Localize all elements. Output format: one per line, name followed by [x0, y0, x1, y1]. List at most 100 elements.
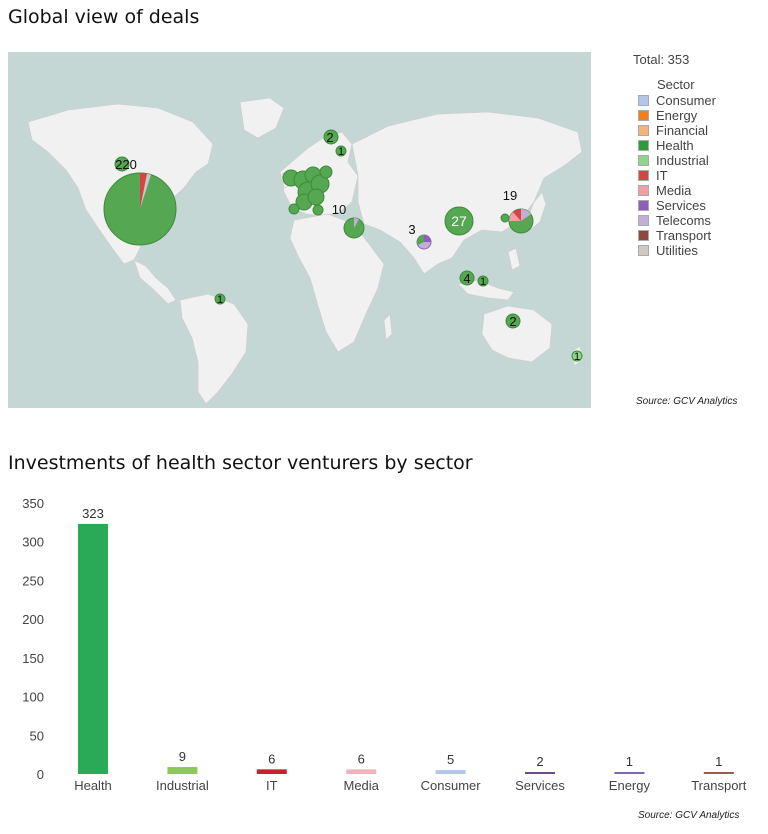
legend-label: IT: [656, 168, 668, 183]
legend-swatch: [638, 170, 649, 181]
bubble-europe-cluster[interactable]: [282, 165, 333, 216]
map-title: Global view of deals: [8, 6, 200, 28]
bar-transport[interactable]: [703, 772, 734, 774]
bar-consumer[interactable]: [435, 770, 466, 774]
bubble-label-brazil: 1: [217, 294, 223, 306]
legend-item-utilities[interactable]: Utilities: [638, 243, 716, 258]
legend-item-energy[interactable]: Energy: [638, 108, 716, 123]
x-category-label: Consumer: [421, 778, 482, 793]
sector-legend: Sector Consumer Energy Financial Health Indu…: [638, 78, 716, 258]
bubble-middle-east[interactable]: 10: [332, 202, 365, 239]
legend-items: Consumer Energy Financial Health Industrial I…: [638, 93, 716, 258]
world-map-svg: 220 2 1: [27, 97, 583, 405]
total-label: Total: 353: [633, 52, 690, 67]
x-category-label: IT: [266, 778, 278, 793]
legend-swatch: [638, 125, 649, 136]
bubble-indonesia[interactable]: 1: [477, 275, 489, 288]
legend-label: Health: [656, 138, 694, 153]
bubble-india[interactable]: 3: [408, 222, 432, 250]
bubble-label-middle-east: 10: [332, 202, 346, 217]
y-tick-label: 200: [22, 612, 44, 627]
legend-item-it[interactable]: IT: [638, 168, 716, 183]
y-tick-label: 350: [22, 496, 44, 511]
legend-swatch: [638, 245, 649, 256]
x-category-label: Media: [343, 778, 379, 793]
bubble-new-zealand[interactable]: 1: [571, 350, 583, 363]
bubble-japan[interactable]: 19: [500, 188, 534, 234]
bubble-china[interactable]: 27: [444, 206, 474, 236]
bar-industrial[interactable]: [167, 767, 198, 774]
legend-swatch: [638, 215, 649, 226]
bubble-label-indonesia: 1: [480, 276, 486, 288]
bubble-scandinavia[interactable]: 2: [323, 129, 339, 145]
bar-chart: 0 50 100 150 200 250 300 350 323 9 6 6 5 2 1 1 Health I…: [22, 496, 747, 793]
legend-swatch: [638, 110, 649, 121]
legend-item-media[interactable]: Media: [638, 183, 716, 198]
bar-value-label: 6: [268, 751, 275, 766]
world-map[interactable]: 220 2 1: [8, 52, 591, 408]
x-category-label: Transport: [691, 778, 747, 793]
legend-item-health[interactable]: Health: [638, 138, 716, 153]
legend-label: Consumer: [656, 93, 716, 108]
legend-item-telecoms[interactable]: Telecoms: [638, 213, 716, 228]
bar-services[interactable]: [525, 772, 555, 774]
legend-swatch: [638, 230, 649, 241]
bubble-southeast-asia[interactable]: 4: [459, 270, 475, 286]
bubble-label-north-america: 220: [115, 157, 137, 172]
x-axis-labels: Health Industrial IT Media Consumer Services E…: [74, 778, 747, 793]
legend-swatch: [638, 200, 649, 211]
bubble-label-india: 3: [408, 222, 415, 237]
legend-swatch: [638, 185, 649, 196]
legend-label: Financial: [656, 123, 709, 138]
legend-item-consumer[interactable]: Consumer: [638, 93, 716, 108]
legend-label: Media: [656, 183, 692, 198]
legend-label: Services: [656, 198, 706, 213]
y-tick-label: 300: [22, 535, 44, 550]
bar-health[interactable]: [78, 523, 108, 774]
bar-value-label: 6: [358, 751, 365, 766]
y-tick-label: 250: [22, 573, 44, 588]
legend-title: Sector: [657, 77, 695, 92]
x-category-label: Services: [515, 778, 565, 793]
legend-item-industrial[interactable]: Industrial: [638, 153, 716, 168]
bubble-label-new-zealand: 1: [574, 351, 580, 363]
bars: 323 9 6 6 5 2 1 1: [78, 506, 734, 774]
bubble-label-scandinavia: 2: [326, 130, 333, 145]
y-tick-label: 50: [30, 728, 44, 743]
legend-item-financial[interactable]: Financial: [638, 123, 716, 138]
bar-value-label: 5: [447, 752, 454, 767]
bar-it[interactable]: [256, 769, 287, 774]
y-tick-label: 150: [22, 651, 44, 666]
bar-chart-title: Investments of health sector venturers b…: [8, 452, 473, 474]
y-axis-ticks: 0 50 100 150 200 250 300 350: [22, 496, 44, 782]
bubble-label-finland: 1: [338, 146, 344, 158]
bar-energy[interactable]: [614, 772, 645, 774]
x-category-label: Energy: [609, 778, 651, 793]
bar-value-label: 1: [626, 754, 633, 769]
bubble-australia[interactable]: 2: [505, 313, 521, 329]
x-category-label: Industrial: [156, 778, 209, 793]
bubble-north-america[interactable]: 220: [103, 156, 177, 246]
x-category-label: Health: [74, 778, 112, 793]
legend-swatch: [638, 155, 649, 166]
legend-item-services[interactable]: Services: [638, 198, 716, 213]
bubble-label-japan: 19: [503, 188, 517, 203]
legend-label: Energy: [656, 108, 698, 123]
deal-bubbles: 220 2 1: [103, 129, 583, 363]
bar-media[interactable]: [346, 769, 377, 774]
legend-label: Utilities: [656, 243, 698, 258]
bubble-label-southeast-asia: 4: [463, 271, 470, 286]
legend-swatch: [638, 140, 649, 151]
legend-label: Telecoms: [656, 213, 711, 228]
legend-label: Industrial: [656, 153, 709, 168]
legend-swatch: [638, 95, 649, 106]
land-masses: [27, 97, 583, 405]
bar-value-label: 1: [715, 754, 722, 769]
bubble-finland[interactable]: 1: [335, 145, 347, 158]
y-tick-label: 100: [22, 690, 44, 705]
bar-source: Source: GCV Analytics: [638, 810, 740, 821]
bubble-brazil[interactable]: 1: [214, 293, 226, 306]
bar-value-label: 2: [536, 754, 543, 769]
legend-label: Transport: [656, 228, 712, 243]
legend-item-transport[interactable]: Transport: [638, 228, 716, 243]
